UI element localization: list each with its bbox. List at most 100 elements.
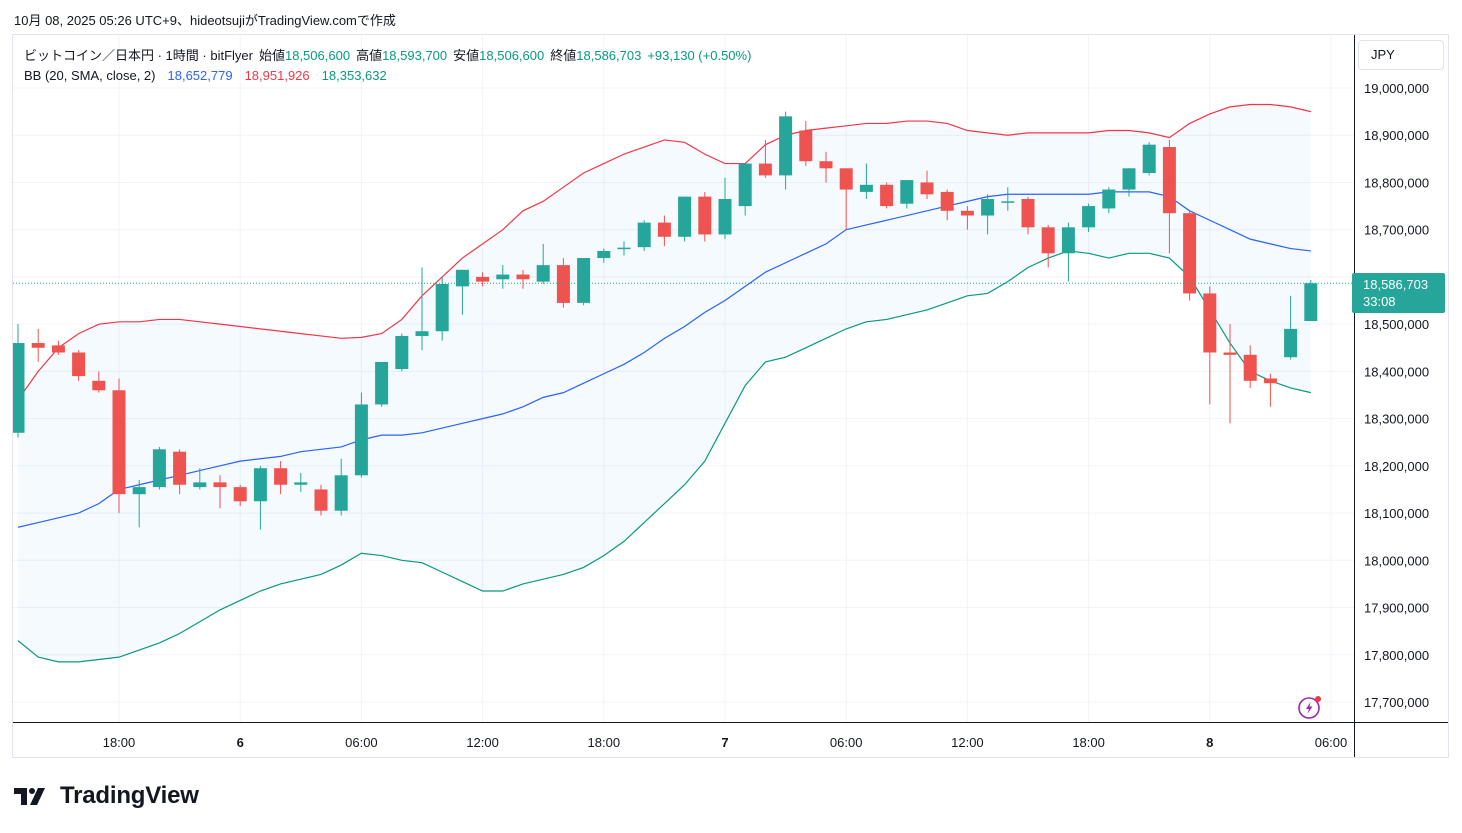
currency-button[interactable]: JPY — [1358, 40, 1444, 70]
candle — [880, 182, 894, 209]
candle-body — [960, 210, 974, 216]
high-label: 高値 — [356, 48, 383, 63]
candle — [51, 340, 65, 355]
candle — [354, 392, 368, 478]
y-tick-label: 18,900,000 — [1364, 128, 1429, 143]
candle — [900, 180, 914, 209]
candle-body — [354, 404, 368, 476]
candle-body — [92, 380, 106, 391]
y-tick-label: 19,000,000 — [1364, 81, 1429, 96]
candle-body — [1102, 189, 1116, 209]
low-value: 18,506,600 — [479, 48, 545, 63]
band-fill — [18, 104, 1311, 662]
candle — [152, 446, 166, 490]
candle — [698, 191, 712, 242]
candle-body — [375, 361, 389, 405]
candle — [294, 472, 308, 492]
y-tick-label: 18,100,000 — [1364, 506, 1429, 521]
candle-body — [1021, 198, 1035, 228]
candle — [1142, 142, 1156, 176]
candle — [112, 378, 126, 514]
candle — [577, 258, 591, 306]
candle-body — [779, 116, 793, 176]
candle-body — [698, 196, 712, 235]
candle — [981, 194, 995, 235]
candle — [193, 468, 207, 490]
candle — [960, 206, 974, 230]
candle — [213, 475, 227, 509]
candle-body — [556, 265, 570, 303]
candle-body — [395, 335, 409, 370]
candle-body — [718, 198, 732, 235]
candle — [253, 465, 267, 530]
candle — [395, 333, 409, 372]
candle — [314, 484, 328, 516]
candle — [334, 458, 348, 516]
bb-indicator-label[interactable]: BB (20, SMA, close, 2) — [24, 68, 156, 83]
bb-upper-value: 18,951,926 — [244, 68, 310, 83]
candle — [274, 461, 288, 495]
candle-body — [859, 184, 873, 192]
chart-frame — [12, 34, 1449, 758]
candle — [375, 361, 389, 407]
tradingview-logo-icon — [14, 788, 45, 805]
candle-body — [294, 482, 308, 485]
y-tick-label: 18,400,000 — [1364, 364, 1429, 379]
candle — [859, 163, 873, 199]
y-tick-label: 18,000,000 — [1364, 553, 1429, 568]
candle-body — [132, 487, 146, 495]
y-tick-label: 18,200,000 — [1364, 459, 1429, 474]
candle-body — [455, 269, 469, 287]
candle — [233, 484, 247, 506]
candle-body — [213, 482, 227, 488]
x-tick-label: 06:00 — [345, 735, 378, 750]
candle-body — [738, 163, 752, 207]
band-group — [17, 103, 1311, 663]
x-tick-label: 18:00 — [103, 735, 136, 750]
candle-body — [597, 250, 611, 259]
candle-body — [435, 284, 449, 332]
high-value: 18,593,700 — [382, 48, 448, 63]
candle — [415, 267, 429, 351]
candle-body — [1223, 352, 1237, 355]
candle — [435, 276, 449, 341]
candle-body — [72, 352, 86, 377]
lightning-icon[interactable] — [1297, 694, 1323, 720]
symbol-label[interactable]: ビットコイン／日本円 · 1時間 · bitFlyer — [24, 48, 253, 63]
candle — [718, 177, 732, 240]
candle — [1082, 203, 1096, 233]
candle — [1223, 324, 1237, 424]
candle — [597, 248, 611, 263]
candle-body — [1001, 201, 1015, 203]
bb-lower-line — [17, 250, 1311, 663]
close-label: 終値 — [550, 48, 577, 63]
candle — [536, 243, 550, 285]
tradingview-logo[interactable]: TradingView — [14, 782, 199, 810]
last-price-value: 18,586,703 — [1363, 277, 1429, 292]
candle-body — [314, 489, 328, 511]
y-tick-label: 17,900,000 — [1364, 601, 1429, 616]
y-tick-label: 17,800,000 — [1364, 648, 1429, 663]
low-label: 安値 — [453, 48, 480, 63]
bb-legend-row: BB (20, SMA, close, 2) 18,652,779 18,951… — [24, 66, 751, 86]
candle-body — [839, 168, 853, 190]
candle-body — [1162, 147, 1176, 214]
candle — [516, 269, 530, 289]
change-value: +93,130 (+0.50%) — [647, 48, 752, 63]
candle-body — [51, 345, 65, 353]
candle — [496, 265, 510, 289]
x-tick-label: 12:00 — [951, 735, 984, 750]
candle — [617, 241, 631, 256]
candle-body — [577, 258, 591, 303]
candle-body — [981, 198, 995, 216]
candle-body — [940, 191, 954, 211]
x-tick-label: 18:00 — [588, 735, 621, 750]
candle — [758, 139, 772, 178]
candle — [1102, 187, 1116, 214]
candle-body — [678, 196, 692, 237]
candle-body — [13, 343, 25, 433]
candle-body — [758, 163, 772, 176]
candle-body — [1203, 293, 1217, 353]
candle — [72, 350, 86, 381]
